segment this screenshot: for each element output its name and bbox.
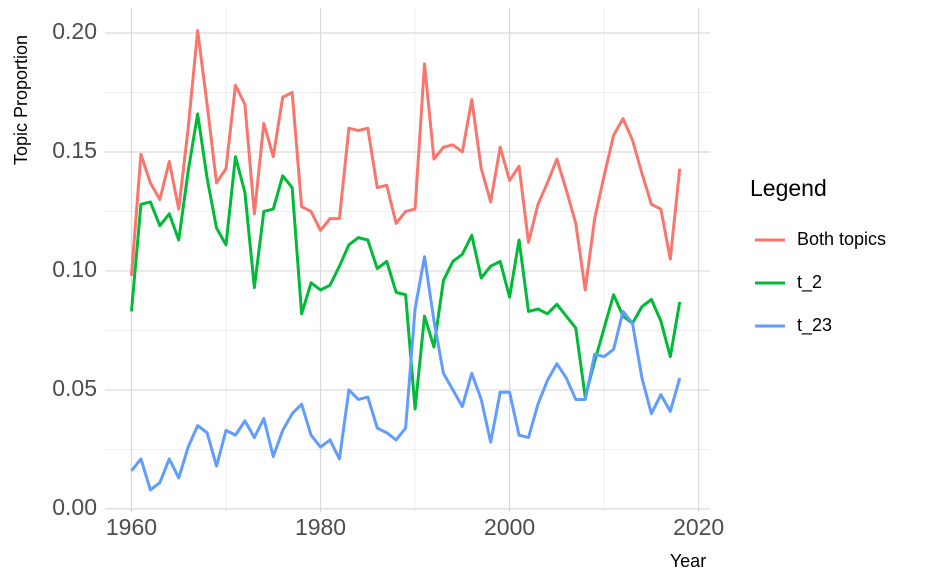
y-axis-title: Topic Proportion xyxy=(11,35,31,165)
x-tick-label: 1960 xyxy=(106,514,157,540)
series-line xyxy=(130,255,682,492)
x-tick-label: 2000 xyxy=(484,514,535,540)
y-tick-label: 0.15 xyxy=(52,137,97,163)
series-line xyxy=(129,29,682,292)
legend-label: t_23 xyxy=(797,315,832,336)
x-tick-label: 1980 xyxy=(295,514,346,540)
y-tick-label: 0.05 xyxy=(52,375,97,401)
legend-label: t_2 xyxy=(797,272,822,293)
legend-title: Legend xyxy=(750,175,827,201)
legend-label: Both topics xyxy=(797,229,886,249)
y-tick-label: 0.10 xyxy=(52,256,97,282)
y-tick-label: 0.20 xyxy=(52,18,97,44)
x-axis-title: Year xyxy=(670,551,706,571)
x-tick-label: 2020 xyxy=(673,514,724,540)
y-tick-label: 0.00 xyxy=(52,494,97,520)
